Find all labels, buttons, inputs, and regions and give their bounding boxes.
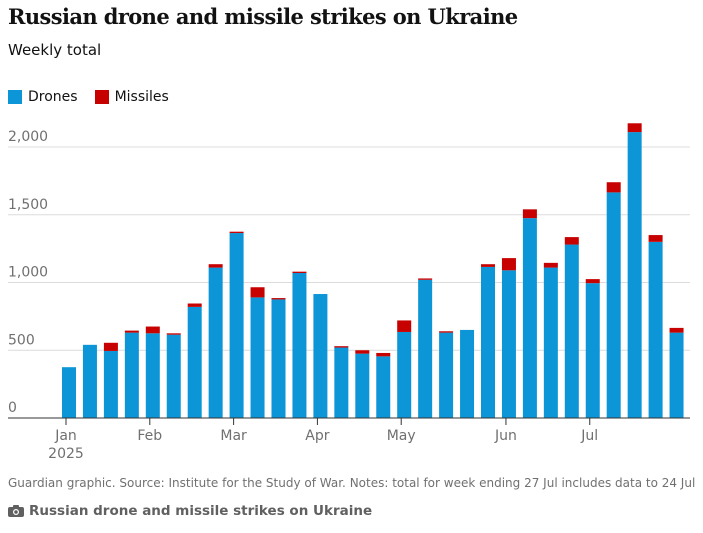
- bar-drones: [522, 218, 537, 418]
- bar-drones: [62, 367, 76, 418]
- bar-missiles: [481, 264, 495, 267]
- bar-missiles: [166, 333, 181, 335]
- bar-missiles: [439, 331, 454, 333]
- bar-drones: [229, 233, 244, 418]
- bar-drones: [501, 270, 516, 418]
- bar-drones: [124, 332, 139, 418]
- bar-missiles: [501, 258, 516, 271]
- bar-drones: [250, 297, 265, 418]
- bar-missiles: [564, 237, 579, 245]
- bar-drones: [481, 266, 495, 418]
- bar-chart: 0 500 1,000 1,500 2,000 Jan 2025 Feb Mar Apr May Ju…: [8, 123, 690, 462]
- bar-drones: [418, 279, 433, 418]
- bar-missiles: [585, 279, 600, 284]
- bar-drones: [271, 299, 286, 418]
- bar-missiles: [376, 352, 391, 357]
- y-tick-label: 0: [8, 400, 17, 416]
- legend-swatch-missiles: [94, 90, 109, 104]
- bar-missiles: [334, 346, 349, 348]
- bar-drones: [564, 244, 579, 418]
- x-tick-label: Mar: [220, 428, 247, 444]
- bar-drones: [355, 353, 370, 418]
- source-note: Guardian graphic. Source: Institute for …: [8, 476, 696, 490]
- bar-drones: [669, 332, 684, 418]
- legend-label-drones: Drones: [28, 89, 78, 105]
- bar-missiles: [543, 262, 558, 268]
- x-tick-label: Apr: [305, 428, 329, 444]
- bar-drones: [376, 356, 391, 418]
- chart-subtitle: Weekly total: [8, 41, 102, 59]
- bar-drones: [397, 331, 412, 418]
- legend-item-missiles: Missiles: [94, 89, 169, 105]
- y-tick-label: 1,500: [8, 197, 48, 213]
- x-tick-label: Feb: [137, 428, 162, 444]
- bar-drones: [82, 344, 97, 418]
- bar-drones: [145, 333, 160, 418]
- bar-missiles: [397, 320, 412, 332]
- caption: Russian drone and missile strikes on Ukr…: [8, 503, 372, 519]
- bar-drones: [292, 273, 307, 418]
- bar-drones: [187, 306, 202, 418]
- x-tick-sublabel: 2025: [48, 446, 84, 462]
- bar-missiles: [187, 303, 202, 307]
- bar-drones: [606, 192, 621, 418]
- bar-drones: [103, 350, 118, 418]
- bar-missiles: [271, 298, 286, 300]
- bar-drones: [543, 267, 558, 418]
- legend-label-missiles: Missiles: [114, 89, 169, 105]
- bar-missiles: [648, 235, 663, 242]
- legend-swatch-drones: [8, 90, 22, 104]
- x-tick-label: May: [387, 428, 416, 444]
- bar-missiles: [522, 209, 537, 219]
- bar-drones: [627, 132, 642, 418]
- legend-item-drones: Drones: [8, 89, 78, 105]
- caption-text: Russian drone and missile strikes on Ukr…: [29, 503, 373, 519]
- bar-drones: [439, 332, 454, 418]
- camera-icon: [8, 505, 24, 517]
- bar-missiles: [229, 231, 244, 234]
- bar-missiles: [355, 350, 370, 354]
- y-tick-label: 2,000: [8, 129, 48, 145]
- bar-drones: [460, 329, 475, 418]
- bar-missiles: [606, 182, 621, 193]
- bar-drones: [166, 334, 181, 418]
- bar-missiles: [627, 123, 642, 133]
- chart-title: Russian drone and missile strikes on Ukr…: [8, 4, 518, 29]
- bar-drones: [208, 267, 223, 418]
- y-tick-label: 500: [8, 332, 35, 348]
- bar-missiles: [145, 326, 160, 334]
- legend: Drones Missiles: [8, 89, 186, 105]
- bar-drones: [313, 294, 328, 418]
- bar-missiles: [124, 330, 139, 333]
- x-tick-label: Jan: [54, 428, 77, 444]
- y-tick-label: 1,000: [8, 265, 48, 281]
- bar-missiles: [418, 278, 433, 280]
- bar-missiles: [208, 264, 223, 268]
- bar-missiles: [250, 287, 265, 298]
- bar-missiles: [669, 327, 684, 333]
- bar-drones: [648, 241, 663, 418]
- x-tick-label: Jun: [494, 428, 517, 444]
- bar-missiles: [292, 271, 307, 274]
- bar-missiles: [103, 342, 118, 351]
- bar-drones: [334, 347, 349, 418]
- x-tick-label: Jul: [580, 428, 598, 444]
- bar-drones: [585, 283, 600, 418]
